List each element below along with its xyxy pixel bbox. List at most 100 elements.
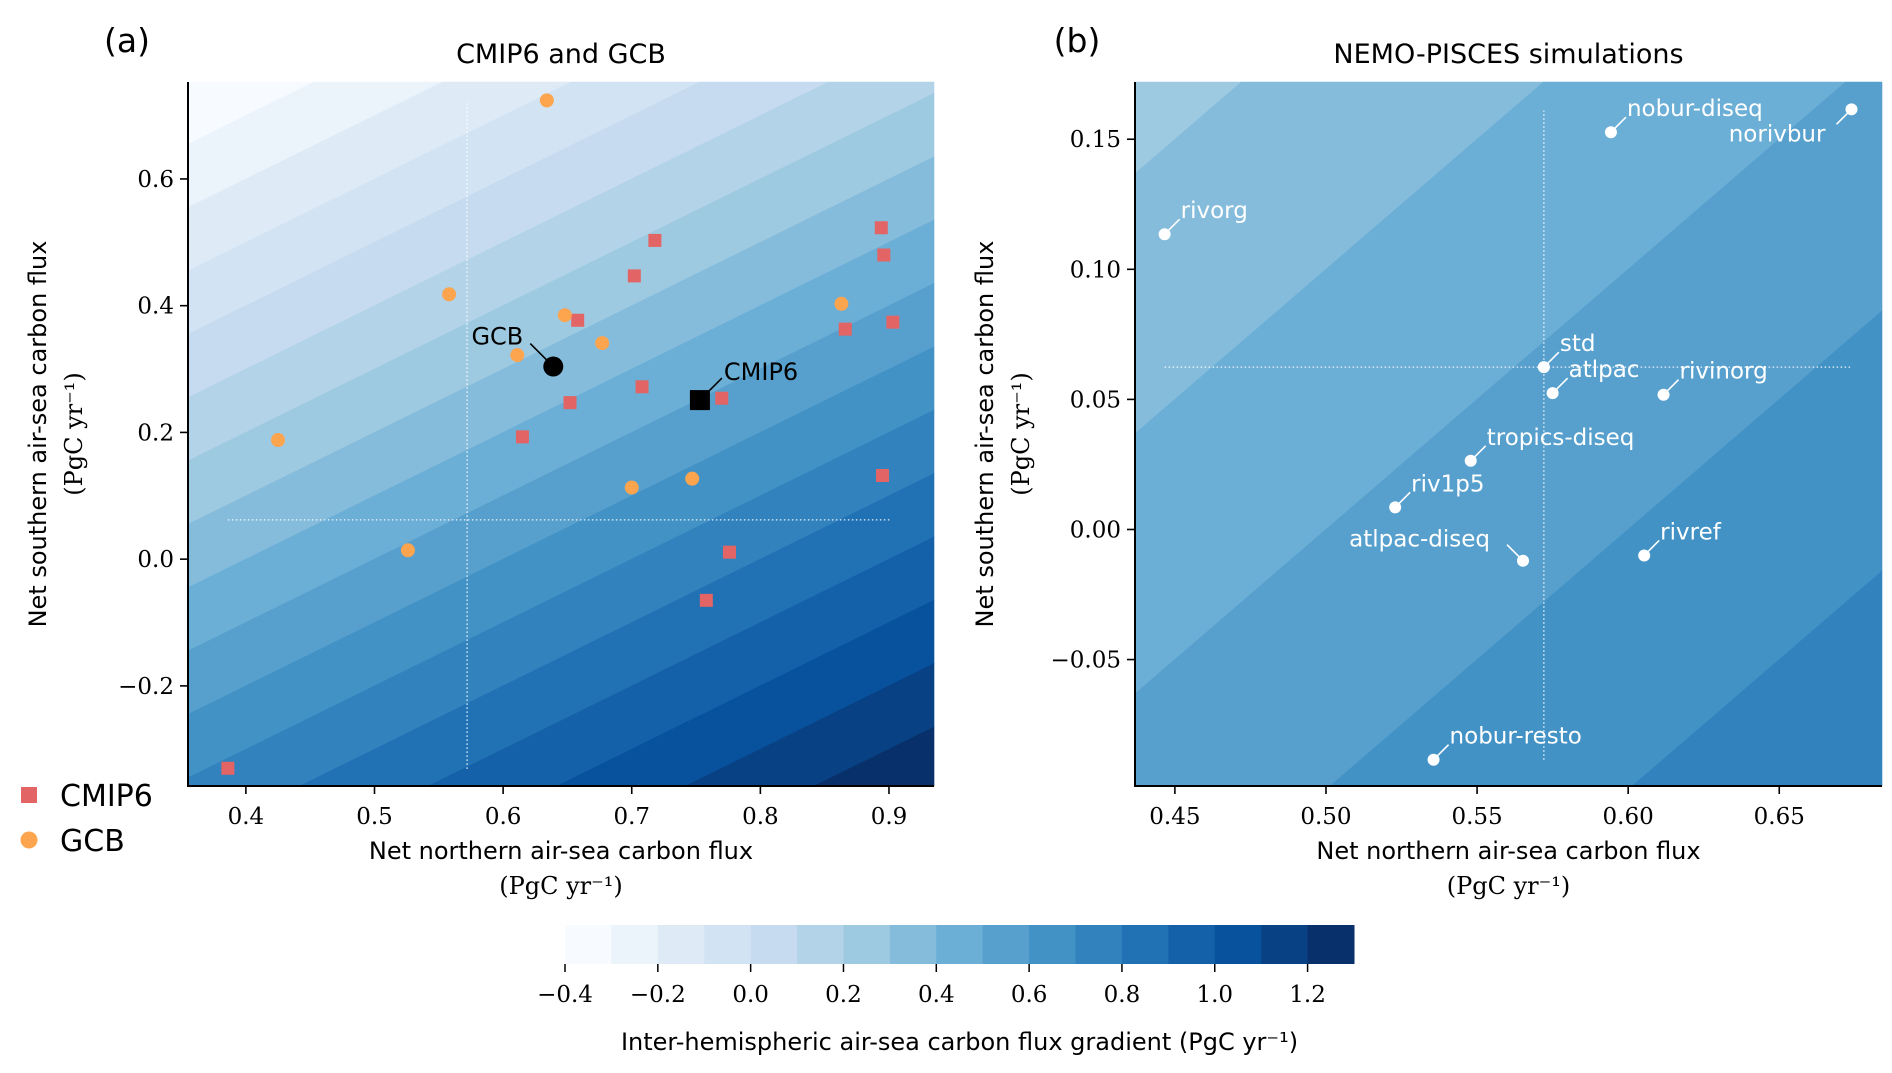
y-tick-label: 0.00 xyxy=(1070,517,1121,543)
colorbar-bin xyxy=(657,925,705,964)
gcb-marker xyxy=(400,543,415,558)
cmip6-marker xyxy=(715,391,729,405)
y-axis-label: Net southern air-sea carbon flux xyxy=(971,241,999,628)
simulation-label: riv1p5 xyxy=(1411,471,1484,497)
y-axis-label: Net southern air-sea carbon flux xyxy=(24,241,52,628)
y-tick-label: 0.0 xyxy=(137,547,174,573)
colorbar-tick-label: 0.8 xyxy=(1104,982,1141,1008)
colorbar-tick-label: 0.2 xyxy=(825,982,862,1008)
simulation-leader xyxy=(1665,379,1680,393)
simulation-leader xyxy=(1435,744,1450,758)
x-tick-label: 0.65 xyxy=(1754,804,1805,830)
colorbar: −0.4 −0.2 0.0 0.2 0.4 0.6 0.8 1.0 1.2 Inter-hemis… xyxy=(537,925,1355,1056)
x-tick-label: 0.45 xyxy=(1149,804,1200,830)
colorbar-bin xyxy=(1121,925,1169,964)
y-tick-label: 0.4 xyxy=(137,294,174,320)
y-tick-label: 0.15 xyxy=(1070,127,1121,153)
simulation-label: rivinorg xyxy=(1680,359,1768,385)
x-tick-label: 0.5 xyxy=(356,804,393,830)
y-axis-units: (PgC yr⁻¹) xyxy=(1007,372,1035,496)
cmip6-mean-leader xyxy=(705,377,723,395)
cmip6-marker xyxy=(877,248,891,262)
x-tick-label: 0.55 xyxy=(1451,804,1502,830)
gcb-marker xyxy=(624,480,639,495)
y-tick-label: −0.05 xyxy=(1051,648,1121,674)
simulation-label: rivref xyxy=(1660,519,1722,545)
cmip6-marker xyxy=(221,761,235,775)
colorbar-bin xyxy=(982,925,1030,964)
colorbar-bin xyxy=(797,925,844,964)
x-tick-label: 0.7 xyxy=(613,804,650,830)
simulation-label: nobur-resto xyxy=(1450,724,1582,750)
simulation-label: atlpac xyxy=(1569,357,1640,383)
colorbar-bin xyxy=(936,925,984,964)
colorbar-bin xyxy=(1168,925,1216,964)
cmip6-marker xyxy=(874,221,888,235)
simulation-label: std xyxy=(1560,331,1596,357)
simulation-label: atlpac-diseq xyxy=(1349,527,1490,553)
contour-field xyxy=(1134,81,1883,787)
cmip6-marker xyxy=(838,322,852,336)
colorbar-bin xyxy=(843,925,891,964)
x-axis-units: (PgC yr⁻¹) xyxy=(499,872,623,900)
colorbar-bin xyxy=(704,925,752,964)
cmip6-marker xyxy=(635,380,649,394)
gcb-marker xyxy=(595,336,610,351)
y-tick-label: 0.05 xyxy=(1070,387,1121,413)
colorbar-tick-label: 0.6 xyxy=(1011,982,1048,1008)
x-tick-label: 0.9 xyxy=(871,804,908,830)
panel-a: 0.4 0.5 0.6 0.7 0.8 0.9 −0.2 0.0 0.2 0.4 0.6 Net no… xyxy=(24,21,935,900)
y-tick-label: 0.6 xyxy=(137,167,174,193)
simulation-leader xyxy=(1506,544,1520,558)
simulation-leader xyxy=(1397,491,1411,505)
legend-gcb-marker xyxy=(20,831,38,849)
x-tick-label: 0.8 xyxy=(742,804,779,830)
x-axis-label: Net northern air-sea carbon flux xyxy=(1316,837,1700,865)
simulation-leader xyxy=(1546,351,1560,365)
simulation-leader xyxy=(1646,539,1660,554)
cmip6-marker xyxy=(571,313,585,327)
simulation-leader xyxy=(1613,116,1627,130)
colorbar-tick-label: −0.2 xyxy=(630,982,686,1008)
cmip6-marker xyxy=(563,396,577,410)
colorbar-bin xyxy=(611,925,659,964)
y-tick-label: 0.2 xyxy=(137,420,174,446)
colorbar-bin xyxy=(565,925,612,964)
gcb-marker xyxy=(510,348,525,363)
panel-b: 0.45 0.50 0.55 0.60 0.65 −0.05 0.00 0.05 0.10 0.1… xyxy=(971,21,1883,900)
colorbar-bin xyxy=(1307,925,1355,964)
simulation-label: rivorg xyxy=(1181,198,1248,224)
colorbar-bin xyxy=(750,925,798,964)
simulation-label: norivbur xyxy=(1729,121,1826,147)
simulation-label: tropics-diseq xyxy=(1487,425,1635,451)
simulation-leader xyxy=(1555,377,1569,391)
colorbar-tick-label: −0.4 xyxy=(537,982,593,1008)
simulation-leader xyxy=(1835,111,1850,125)
panel-title: NEMO-PISCES simulations xyxy=(1333,39,1683,70)
y-tick-label: 0.10 xyxy=(1070,257,1121,283)
colorbar-bin xyxy=(889,925,937,964)
x-tick-label: 0.4 xyxy=(228,804,265,830)
cmip6-mean-label: CMIP6 xyxy=(724,358,798,386)
panel-label: (b) xyxy=(1054,21,1101,60)
legend: CMIP6 GCB xyxy=(20,779,153,859)
cmip6-marker xyxy=(648,233,662,247)
gcb-marker xyxy=(685,471,700,486)
gcb-mean-marker xyxy=(543,356,564,377)
colorbar-tick-label: 0.4 xyxy=(918,982,955,1008)
simulation-label: nobur-diseq xyxy=(1627,96,1763,122)
gcb-marker xyxy=(271,433,286,448)
panel-label: (a) xyxy=(104,21,150,60)
contour-field xyxy=(187,81,935,787)
legend-label-cmip6: CMIP6 xyxy=(60,779,153,814)
colorbar-tick-label: 0.0 xyxy=(732,982,769,1008)
gcb-mean-leader xyxy=(529,342,548,362)
y-tick-label: −0.2 xyxy=(118,674,174,700)
cmip6-marker xyxy=(699,593,713,607)
panel-title: CMIP6 and GCB xyxy=(456,39,666,70)
cmip6-marker xyxy=(876,469,890,483)
colorbar-bin xyxy=(1261,925,1309,964)
y-axis-units: (PgC yr⁻¹) xyxy=(60,372,88,496)
simulation-point xyxy=(1517,554,1530,567)
